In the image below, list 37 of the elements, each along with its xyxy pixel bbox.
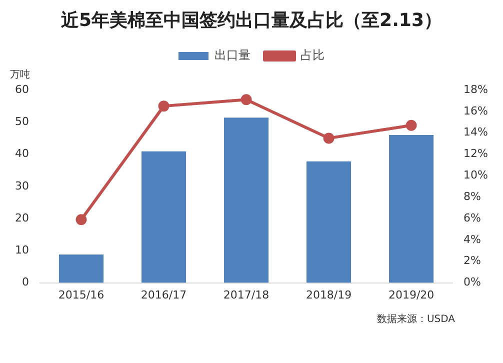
x-tick-label: 2016/17 — [140, 288, 187, 302]
bar — [141, 151, 186, 283]
source-note: 数据来源：USDA — [376, 312, 456, 326]
y2-tick-label: 12% — [464, 147, 488, 160]
point — [323, 132, 334, 144]
y-tick-label: 10 — [14, 244, 29, 257]
y2-tick-label: 10% — [464, 168, 488, 182]
y-tick-label: 40 — [14, 147, 29, 160]
y2-tick-label: 0% — [464, 276, 482, 289]
legend-label: 出口量 — [214, 48, 250, 62]
y2-tick-label: 2% — [464, 254, 482, 268]
legend-label: 占比 — [300, 48, 324, 62]
chart-title: 近5年美棉至中国签约出口量及占比（至2.13） — [60, 9, 443, 32]
y2-tick-label: 16% — [464, 104, 488, 118]
y-tick-label: 30 — [14, 179, 29, 192]
point — [158, 100, 170, 112]
x-tick-label: 2019/20 — [388, 288, 434, 302]
bar — [306, 161, 352, 283]
bar — [58, 254, 104, 283]
bar — [224, 118, 269, 283]
point — [240, 94, 252, 106]
y2-tick-label: 14% — [464, 126, 488, 139]
x-tick-label: 2017/18 — [223, 288, 270, 302]
y-tick-label: 20 — [14, 211, 29, 224]
y2-tick-label: 4% — [464, 232, 482, 246]
y-axis-title: 万吨 — [10, 68, 30, 81]
y-tick-label: 60 — [14, 82, 29, 96]
y-tick-label: 0 — [22, 276, 29, 289]
point — [76, 214, 87, 226]
y2-tick-label: 8% — [464, 190, 482, 203]
y2-tick-label: 18% — [464, 82, 488, 96]
x-tick-label: 2015/16 — [58, 288, 104, 302]
x-tick-label: 2018/19 — [306, 288, 352, 302]
point — [406, 120, 417, 131]
y-tick-label: 50 — [14, 114, 29, 128]
bar — [389, 134, 434, 283]
y2-tick-label: 6% — [464, 211, 482, 224]
